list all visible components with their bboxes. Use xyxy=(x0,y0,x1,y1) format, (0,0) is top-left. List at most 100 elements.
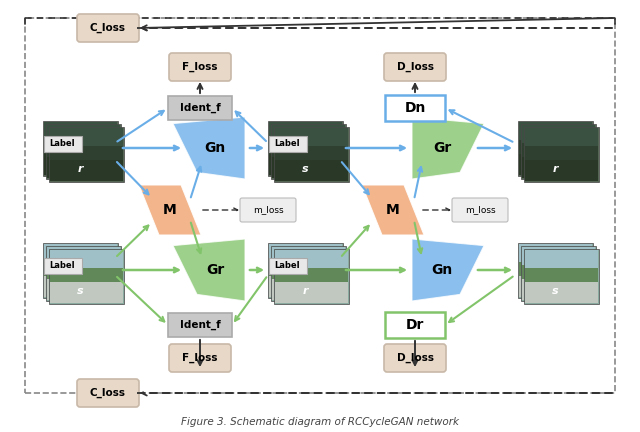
FancyBboxPatch shape xyxy=(273,248,349,304)
Text: M: M xyxy=(386,203,400,217)
FancyBboxPatch shape xyxy=(384,53,446,81)
FancyBboxPatch shape xyxy=(169,344,231,372)
FancyBboxPatch shape xyxy=(44,274,116,296)
Text: C_loss: C_loss xyxy=(90,388,126,398)
FancyBboxPatch shape xyxy=(271,245,346,301)
FancyBboxPatch shape xyxy=(169,53,231,81)
FancyBboxPatch shape xyxy=(275,268,348,282)
FancyBboxPatch shape xyxy=(44,140,116,153)
FancyBboxPatch shape xyxy=(269,152,342,175)
Text: Label: Label xyxy=(275,139,300,148)
FancyBboxPatch shape xyxy=(518,140,591,153)
FancyBboxPatch shape xyxy=(44,244,116,262)
Text: Dn: Dn xyxy=(404,101,426,115)
FancyBboxPatch shape xyxy=(47,265,120,279)
Text: r: r xyxy=(77,163,83,174)
Text: Ident_f: Ident_f xyxy=(180,320,220,330)
FancyBboxPatch shape xyxy=(525,268,598,282)
Text: Dr: Dr xyxy=(406,318,424,332)
FancyBboxPatch shape xyxy=(525,280,598,302)
FancyBboxPatch shape xyxy=(271,124,346,178)
FancyBboxPatch shape xyxy=(42,121,118,175)
Text: Label: Label xyxy=(50,139,76,148)
FancyBboxPatch shape xyxy=(47,143,120,156)
Text: F_loss: F_loss xyxy=(182,62,218,72)
FancyBboxPatch shape xyxy=(49,127,122,146)
Text: s: s xyxy=(301,163,308,174)
Text: Label: Label xyxy=(50,261,76,270)
Text: s: s xyxy=(552,286,558,295)
FancyBboxPatch shape xyxy=(518,262,591,276)
FancyBboxPatch shape xyxy=(271,277,344,299)
FancyBboxPatch shape xyxy=(168,313,232,337)
Polygon shape xyxy=(412,239,484,301)
FancyBboxPatch shape xyxy=(49,280,122,302)
FancyBboxPatch shape xyxy=(522,265,595,279)
FancyBboxPatch shape xyxy=(49,250,122,268)
FancyBboxPatch shape xyxy=(518,242,593,298)
FancyBboxPatch shape xyxy=(269,262,342,276)
FancyBboxPatch shape xyxy=(269,244,342,262)
FancyBboxPatch shape xyxy=(271,143,344,156)
FancyBboxPatch shape xyxy=(45,124,120,178)
FancyBboxPatch shape xyxy=(47,277,120,299)
FancyBboxPatch shape xyxy=(49,159,122,181)
FancyBboxPatch shape xyxy=(77,379,139,407)
Text: m_loss: m_loss xyxy=(465,206,495,215)
FancyBboxPatch shape xyxy=(518,152,591,175)
FancyBboxPatch shape xyxy=(275,146,348,159)
FancyBboxPatch shape xyxy=(525,146,598,159)
FancyBboxPatch shape xyxy=(522,247,595,265)
Text: M: M xyxy=(163,203,177,217)
FancyBboxPatch shape xyxy=(268,242,342,298)
FancyBboxPatch shape xyxy=(518,121,591,140)
FancyBboxPatch shape xyxy=(275,127,348,146)
FancyBboxPatch shape xyxy=(522,124,595,143)
FancyBboxPatch shape xyxy=(44,136,81,152)
FancyBboxPatch shape xyxy=(271,124,344,143)
Text: r: r xyxy=(552,163,557,174)
FancyBboxPatch shape xyxy=(268,121,342,175)
Polygon shape xyxy=(173,117,245,179)
FancyBboxPatch shape xyxy=(49,248,124,304)
FancyBboxPatch shape xyxy=(44,152,116,175)
FancyBboxPatch shape xyxy=(269,274,342,296)
FancyBboxPatch shape xyxy=(240,198,296,222)
FancyBboxPatch shape xyxy=(384,344,446,372)
Text: Ident_f: Ident_f xyxy=(180,103,220,113)
FancyBboxPatch shape xyxy=(524,248,598,304)
FancyBboxPatch shape xyxy=(524,127,598,181)
FancyBboxPatch shape xyxy=(271,247,344,265)
Text: Label: Label xyxy=(275,261,300,270)
FancyBboxPatch shape xyxy=(525,159,598,181)
FancyBboxPatch shape xyxy=(385,312,445,338)
Text: F_loss: F_loss xyxy=(182,353,218,363)
FancyBboxPatch shape xyxy=(42,242,118,298)
Text: Gn: Gn xyxy=(431,263,452,277)
FancyBboxPatch shape xyxy=(522,277,595,299)
FancyBboxPatch shape xyxy=(273,127,349,181)
FancyBboxPatch shape xyxy=(520,124,595,178)
FancyBboxPatch shape xyxy=(44,257,81,273)
FancyBboxPatch shape xyxy=(49,127,124,181)
FancyBboxPatch shape xyxy=(271,265,344,279)
FancyBboxPatch shape xyxy=(271,156,344,178)
FancyBboxPatch shape xyxy=(269,121,342,140)
FancyBboxPatch shape xyxy=(275,280,348,302)
Polygon shape xyxy=(362,185,424,235)
FancyBboxPatch shape xyxy=(47,247,120,265)
FancyBboxPatch shape xyxy=(49,146,122,159)
Text: s: s xyxy=(77,286,83,295)
FancyBboxPatch shape xyxy=(49,268,122,282)
FancyBboxPatch shape xyxy=(44,121,116,140)
FancyBboxPatch shape xyxy=(518,274,591,296)
Polygon shape xyxy=(173,239,245,301)
FancyBboxPatch shape xyxy=(520,245,595,301)
FancyBboxPatch shape xyxy=(275,250,348,268)
FancyBboxPatch shape xyxy=(522,143,595,156)
FancyBboxPatch shape xyxy=(452,198,508,222)
Text: Gn: Gn xyxy=(204,141,226,155)
FancyBboxPatch shape xyxy=(525,127,598,146)
FancyBboxPatch shape xyxy=(275,159,348,181)
FancyBboxPatch shape xyxy=(522,156,595,178)
